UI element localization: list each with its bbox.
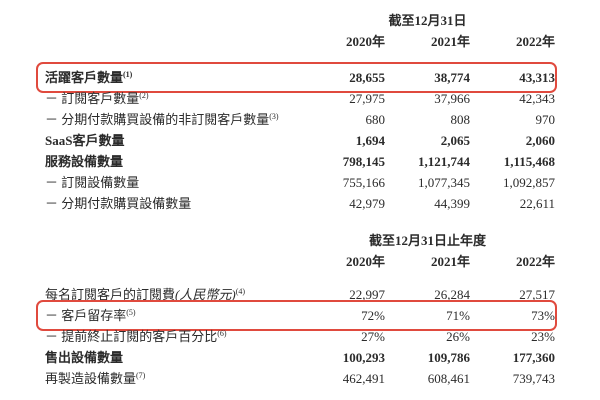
year-header-2021: 2021年: [430, 254, 470, 269]
value-2022: 73%: [531, 308, 555, 323]
table-row: 活躍客戶數量(1) 28,655 38,774 43,313: [36, 62, 557, 93]
year-header-2022: 2022年: [515, 254, 555, 269]
row-label: 售出設備數量: [45, 350, 124, 365]
table-row: － 訂閱客戶數量(2) 27,975 37,966 42,343: [45, 88, 555, 109]
row-label: SaaS客戶數量: [45, 133, 125, 148]
value-2020: 27%: [361, 329, 385, 344]
row-footnote-sup: (5): [126, 308, 136, 317]
value-2022: 1,115,468: [503, 154, 555, 169]
row-label-italic: (人民幣元): [175, 287, 236, 302]
row-label-cell: 活躍客戶數量(1): [45, 67, 300, 88]
value-2022: 1,092,857: [503, 175, 555, 190]
table-row: － 分期付款購買設備的非訂閱客戶數量(3) 680 808 970: [45, 109, 555, 130]
row-label: － 提前終止訂閱的客戶百分比: [45, 329, 218, 344]
value-2022: 739,743: [512, 371, 555, 386]
row-label: 每名訂閱客戶的訂閱費: [45, 287, 176, 302]
year-header-2020: 2020年: [345, 34, 385, 49]
row-footnote-sup: (4): [235, 287, 246, 296]
value-2020: 755,166: [342, 175, 385, 190]
row-label: － 訂閱客戶數量: [45, 91, 140, 106]
table-section-as-of-dec31: 截至12月31日 2020年 2021年 2022年 活躍客戶數量(1) 28,…: [36, 10, 557, 214]
table-row: SaaS客戶數量 1,694 2,065 2,060: [45, 130, 555, 151]
value-2021: 26,284: [434, 287, 470, 302]
row-label-cell: － 分期付款購買設備的非訂閱客戶數量(3): [45, 109, 300, 130]
value-2020: 100,293: [342, 350, 385, 365]
table-row: 售出設備數量 100,293 109,786 177,360: [45, 347, 555, 368]
row-footnote-sup: (1): [123, 70, 133, 79]
table-rows-subscription-metrics: 每名訂閱客戶的訂閱費(人民幣元)(4) 22,997 26,284 27,517…: [36, 284, 557, 389]
year-header-2022: 2022年: [515, 34, 555, 49]
row-label: － 訂閱設備數量: [45, 175, 140, 190]
table-rows-customers-devices: 活躍客戶數量(1) 28,655 38,774 43,313 － 訂閱客戶數量(…: [36, 62, 557, 214]
value-2020: 22,997: [349, 287, 385, 302]
value-2021: 1,077,345: [418, 175, 470, 190]
value-2022: 177,360: [512, 350, 555, 365]
period-header: 截至12月31日止年度: [368, 233, 486, 248]
row-label-cell: － 提前終止訂閱的客戶百分比(6): [45, 326, 300, 347]
row-label: 服務設備數量: [45, 154, 124, 169]
row-footnote-sup: (2): [139, 91, 149, 100]
value-2020: 462,491: [342, 371, 385, 386]
table-row: － 提前終止訂閱的客戶百分比(6) 27% 26% 23%: [45, 326, 555, 347]
value-2020: 72%: [361, 308, 385, 323]
value-2021: 808: [450, 112, 471, 127]
row-label-cell: － 分期付款購買設備數量: [45, 193, 300, 214]
value-2022: 27,517: [519, 287, 555, 302]
row-label-cell: － 訂閱客戶數量(2): [45, 88, 300, 109]
value-2022: 43,313: [519, 70, 555, 85]
row-label-cell: 售出設備數量: [45, 347, 300, 368]
value-2021: 1,121,744: [418, 154, 470, 169]
value-2021: 2,065: [440, 133, 470, 148]
row-label-cell: 服務設備數量: [45, 151, 300, 172]
row-label-cell: SaaS客戶數量: [45, 130, 300, 151]
value-2020: 680: [365, 112, 386, 127]
year-header-row: 2020年 2021年 2022年: [45, 32, 555, 52]
value-2021: 37,966: [434, 91, 470, 106]
row-label-cell: 再製造設備數量(7): [45, 368, 300, 389]
value-2020: 1,694: [355, 133, 385, 148]
row-label: 活躍客戶數量: [45, 70, 124, 85]
value-2022: 970: [535, 112, 556, 127]
row-label: － 客戶留存率: [45, 308, 127, 323]
value-2021: 608,461: [427, 371, 470, 386]
table-row: 服務設備數量 798,145 1,121,744 1,115,468: [45, 151, 555, 172]
row-label: － 分期付款購買設備的非訂閱客戶數量: [45, 112, 270, 127]
value-2021: 26%: [446, 329, 470, 344]
table-row: 每名訂閱客戶的訂閱費(人民幣元)(4) 22,997 26,284 27,517: [45, 284, 555, 305]
row-label: － 分期付款購買設備數量: [45, 196, 192, 211]
row-footnote-sup: (7): [136, 371, 146, 380]
year-header-2020: 2020年: [345, 254, 385, 269]
table-row: － 客戶留存率(5) 72% 71% 73%: [36, 300, 557, 331]
value-2022: 23%: [531, 329, 555, 344]
year-header-row: 2020年 2021年 2022年: [45, 252, 555, 272]
value-2021: 44,399: [434, 196, 470, 211]
row-label-cell: － 訂閱設備數量: [45, 172, 300, 193]
value-2022: 22,611: [519, 196, 555, 211]
value-2020: 27,975: [349, 91, 385, 106]
row-label-cell: － 客戶留存率(5): [45, 305, 300, 326]
table-row: － 分期付款購買設備數量 42,979 44,399 22,611: [45, 193, 555, 214]
row-footnote-sup: (3): [269, 112, 279, 121]
year-header-2021: 2021年: [430, 34, 470, 49]
value-2020: 798,145: [342, 154, 385, 169]
table-section-year-ended-dec31: 截至12月31日止年度 2020年 2021年 2022年 每名訂閱客戶的訂閱費…: [36, 230, 557, 389]
row-label-cell: 每名訂閱客戶的訂閱費(人民幣元)(4): [45, 284, 300, 305]
value-2020: 28,655: [349, 70, 385, 85]
value-2022: 2,060: [525, 133, 555, 148]
value-2022: 42,343: [519, 91, 555, 106]
value-2021: 38,774: [434, 70, 470, 85]
value-2021: 71%: [446, 308, 470, 323]
period-header: 截至12月31日: [388, 13, 467, 28]
table-row: － 訂閱設備數量 755,166 1,077,345 1,092,857: [45, 172, 555, 193]
row-footnote-sup: (6): [217, 329, 227, 338]
value-2020: 42,979: [349, 196, 385, 211]
table-row: 再製造設備數量(7) 462,491 608,461 739,743: [45, 368, 555, 389]
value-2021: 109,786: [427, 350, 470, 365]
row-label: 再製造設備數量: [45, 371, 137, 386]
